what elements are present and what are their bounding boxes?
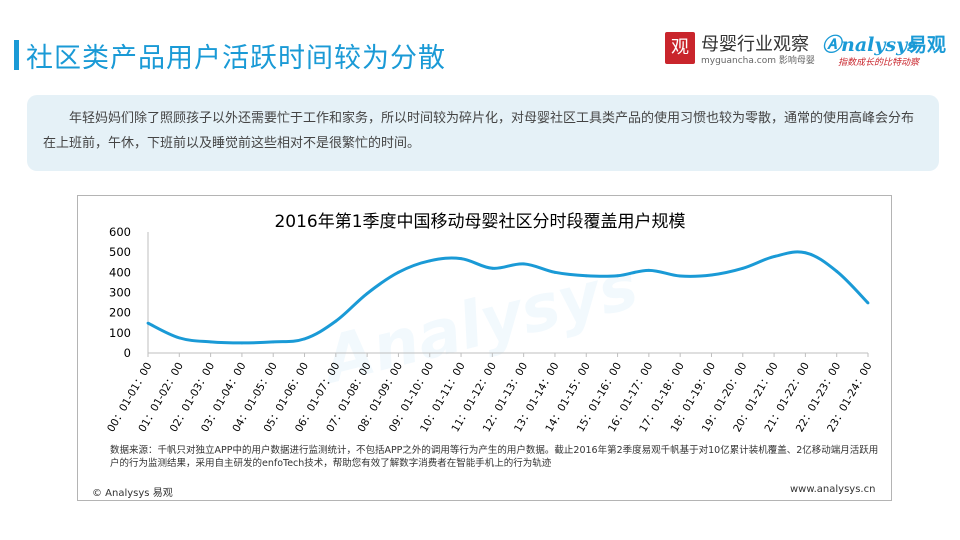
data-point (678, 274, 682, 278)
data-point (459, 257, 463, 261)
chart-frame (77, 195, 892, 501)
analysys-logo: Ⓐnalysys 易观 指数成长的比特动察 (822, 28, 952, 70)
y-tick-label: 600 (109, 225, 131, 239)
y-tick-label: 300 (109, 286, 131, 300)
data-source-note: 数据来源：千帆只对独立APP中的用户数据进行监测统计，不包括APP之外的调用等行… (110, 445, 879, 469)
data-point (710, 273, 713, 277)
analysys-a-icon: Ⓐ (822, 34, 842, 56)
myguancha-logo: 观 母婴行业观察 myguancha.com 影响母婴 (665, 30, 820, 72)
data-point (522, 262, 526, 266)
y-tick-label: 200 (109, 306, 131, 320)
data-point (334, 319, 338, 323)
data-point (303, 337, 306, 341)
data-point (741, 266, 745, 270)
data-point (553, 270, 557, 274)
copyright: © Analysys 易观 (92, 488, 173, 499)
logo1-name: 母婴行业观察 (701, 34, 809, 55)
y-tick-label: 100 (109, 326, 131, 340)
data-point (772, 255, 776, 259)
data-point (365, 292, 369, 295)
title-accent-bar (14, 40, 19, 70)
description-text: 年轻妈妈们除了照顾孩子以外还需要忙于工作和家务，所以时间较为碎片化，对母婴社区工… (43, 111, 915, 151)
page-title: 社区类产品用户活跃时间较为分散 (26, 43, 446, 74)
data-point (835, 269, 839, 273)
data-point (428, 259, 432, 263)
data-point (397, 270, 400, 274)
logo1-subtitle: myguancha.com 影响母婴 (701, 56, 815, 66)
data-point (490, 266, 494, 270)
data-point (584, 274, 588, 278)
data-point (647, 268, 651, 272)
data-point (240, 341, 244, 345)
data-point (866, 301, 870, 305)
data-point (209, 340, 213, 344)
data-point (803, 251, 807, 255)
analysys-wordmark: Ⓐnalysys (822, 30, 918, 57)
data-point (146, 321, 150, 325)
description-box: 年轻妈妈们除了照顾孩子以外还需要忙于工作和家务，所以时间较为碎片化，对母婴社区工… (27, 95, 939, 171)
y-tick-label: 400 (109, 265, 131, 279)
guancha-seal-icon: 观 (665, 32, 695, 64)
data-point (616, 274, 619, 278)
chart-title: 2016年第1季度中国移动母婴社区分时段覆盖用户规模 (274, 212, 686, 232)
website-url: www.analysys.cn (790, 484, 876, 495)
data-point (271, 340, 275, 344)
data-point (177, 336, 181, 340)
series-line (147, 250, 870, 345)
logo2-tagline: 指数成长的比特动察 (838, 58, 920, 68)
y-tick-label: 500 (109, 245, 131, 259)
y-tick-label: 0 (124, 346, 131, 360)
logo2-mark-text: nalysys (841, 34, 918, 56)
logo2-name: 易观 (908, 34, 947, 56)
